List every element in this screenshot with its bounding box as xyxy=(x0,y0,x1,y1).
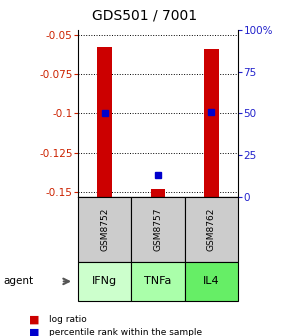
Bar xyxy=(97,47,112,197)
Text: IFNg: IFNg xyxy=(92,277,117,286)
Text: agent: agent xyxy=(3,277,33,286)
Text: ■: ■ xyxy=(29,314,39,324)
Text: GSM8762: GSM8762 xyxy=(207,208,216,251)
Text: GDS501 / 7001: GDS501 / 7001 xyxy=(93,8,197,23)
Text: IL4: IL4 xyxy=(203,277,220,286)
Bar xyxy=(151,189,166,197)
Text: GSM8752: GSM8752 xyxy=(100,208,109,251)
Text: TNFa: TNFa xyxy=(144,277,172,286)
Text: log ratio: log ratio xyxy=(49,315,87,324)
Text: percentile rank within the sample: percentile rank within the sample xyxy=(49,328,202,336)
Text: ■: ■ xyxy=(29,328,39,336)
Text: GSM8757: GSM8757 xyxy=(153,208,163,251)
Bar xyxy=(204,49,219,197)
